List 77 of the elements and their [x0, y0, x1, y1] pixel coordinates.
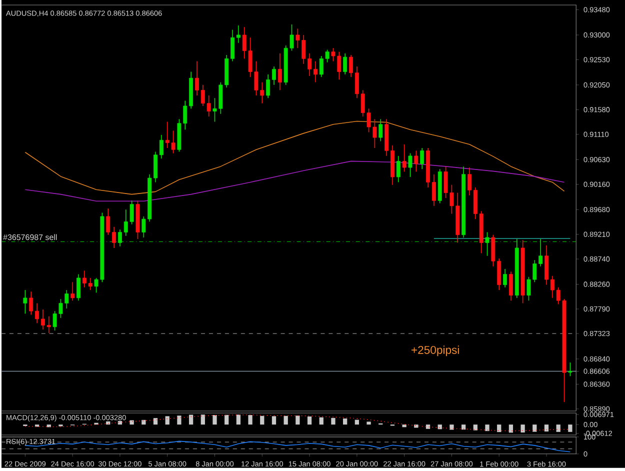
candlestick	[468, 167, 472, 196]
candlestick	[236, 25, 240, 44]
candlestick	[118, 229, 122, 247]
bar	[461, 424, 466, 430]
bar	[212, 415, 217, 425]
line-series	[24, 120, 565, 195]
candlestick	[485, 232, 490, 256]
candlestick	[568, 362, 572, 377]
candlestick	[349, 54, 353, 78]
bar	[497, 424, 502, 432]
candlestick	[76, 274, 80, 301]
bar	[307, 416, 312, 425]
candlestick	[266, 74, 270, 98]
bar	[118, 420, 122, 425]
candlestick	[508, 271, 513, 301]
candlestick	[503, 268, 508, 288]
candlestick	[23, 290, 28, 314]
bar	[331, 418, 336, 425]
bar	[260, 416, 264, 425]
bar	[568, 424, 572, 432]
bar	[319, 417, 324, 425]
bar	[473, 424, 478, 430]
candlestick	[544, 244, 548, 286]
candlestick	[308, 52, 312, 76]
bar	[508, 424, 514, 433]
candlestick	[402, 144, 406, 172]
candlestick	[420, 148, 424, 170]
candlestick	[538, 238, 543, 267]
bar	[296, 416, 300, 425]
bar	[544, 424, 549, 432]
bar	[520, 424, 525, 432]
bar	[343, 418, 348, 425]
bar	[130, 420, 134, 425]
candlestick	[154, 151, 158, 183]
candlestick	[272, 66, 276, 86]
candlestick	[70, 282, 75, 301]
candlestick	[354, 66, 359, 98]
candlestick	[396, 156, 400, 183]
bar	[153, 418, 158, 425]
bar	[284, 416, 288, 425]
candlestick	[378, 118, 383, 142]
bar	[354, 420, 359, 425]
candlestick	[432, 174, 436, 206]
candlestick	[106, 208, 110, 236]
bar	[556, 424, 560, 432]
bar	[272, 416, 276, 425]
annotation: +250pipsi	[412, 346, 459, 356]
bar	[438, 424, 442, 430]
candlestick	[408, 152, 412, 178]
candlestick	[29, 291, 34, 316]
bar	[165, 416, 170, 425]
candlestick	[343, 52, 348, 75]
candlestick	[159, 134, 164, 159]
bar	[46, 424, 51, 428]
bar	[485, 424, 490, 432]
bar	[366, 422, 371, 425]
bar	[402, 424, 406, 428]
candlestick	[195, 60, 199, 96]
candlestick	[414, 150, 418, 172]
bar	[426, 424, 430, 429]
candlestick	[278, 52, 282, 91]
bar	[248, 415, 252, 425]
bar	[450, 424, 454, 430]
bar	[236, 414, 241, 425]
candlestick	[313, 60, 318, 83]
line-series	[24, 160, 565, 202]
candlestick	[230, 29, 234, 62]
bar	[142, 420, 146, 425]
bar	[532, 424, 537, 432]
candlestick	[112, 226, 116, 248]
bar	[200, 414, 205, 425]
candlestick	[46, 316, 51, 334]
bar	[177, 416, 182, 425]
bar	[224, 414, 229, 425]
candlestick	[40, 309, 45, 330]
bar	[188, 414, 194, 425]
candlestick	[35, 302, 40, 324]
